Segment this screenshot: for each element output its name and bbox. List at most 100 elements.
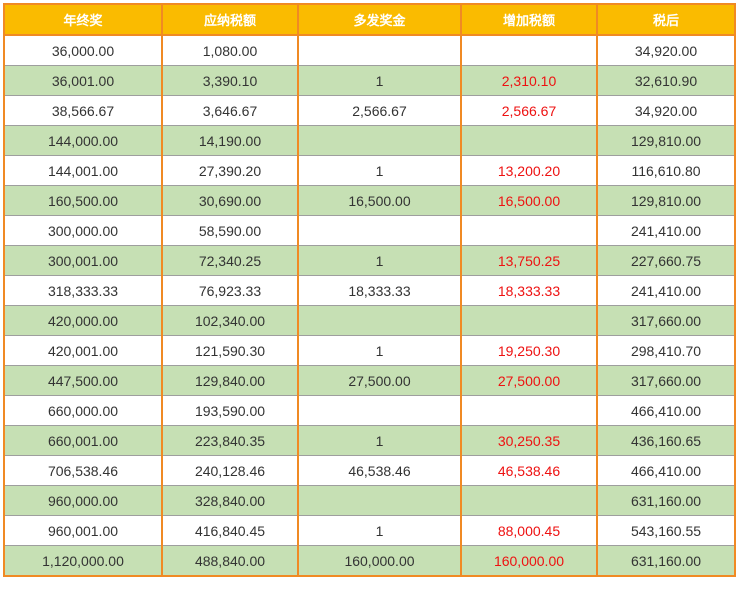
after-tax-cell: 241,410.00 bbox=[596, 275, 736, 306]
tax-payable-cell: 27,390.20 bbox=[161, 155, 299, 186]
extra-bonus-cell: 2,566.67 bbox=[297, 95, 462, 126]
extra-bonus-cell: 16,500.00 bbox=[297, 185, 462, 216]
after-tax-cell: 631,160.00 bbox=[596, 545, 736, 577]
header-tax-payable: 应纳税额 bbox=[161, 3, 299, 36]
tax-payable-cell: 30,690.00 bbox=[161, 185, 299, 216]
tax-payable-cell: 3,390.10 bbox=[161, 65, 299, 96]
tax-payable-cell: 14,190.00 bbox=[161, 125, 299, 156]
table-row: 38,566.67 3,646.67 2,566.67 2,566.67 34,920.… bbox=[3, 95, 736, 126]
tax-increase-cell: 19,250.30 bbox=[460, 335, 598, 366]
after-tax-cell: 116,610.80 bbox=[596, 155, 736, 186]
table-row: 36,000.00 1,080.00 34,920.00 bbox=[3, 34, 736, 66]
table-row: 300,000.00 58,590.00 241,410.00 bbox=[3, 215, 736, 246]
after-tax-cell: 129,810.00 bbox=[596, 185, 736, 216]
after-tax-cell: 129,810.00 bbox=[596, 125, 736, 156]
tax-increase-cell: 13,200.20 bbox=[460, 155, 598, 186]
extra-bonus-cell: 1 bbox=[297, 335, 462, 366]
extra-bonus-cell bbox=[297, 485, 462, 516]
annual-bonus-cell: 447,500.00 bbox=[3, 365, 163, 396]
tax-increase-cell bbox=[460, 125, 598, 156]
annual-bonus-cell: 38,566.67 bbox=[3, 95, 163, 126]
header-after-tax: 税后 bbox=[596, 3, 736, 36]
annual-bonus-cell: 144,001.00 bbox=[3, 155, 163, 186]
table-row: 706,538.46 240,128.46 46,538.46 46,538.46 46… bbox=[3, 455, 736, 486]
table-row: 660,001.00 223,840.35 1 30,250.35 436,160.65 bbox=[3, 425, 736, 456]
header-annual-bonus: 年终奖 bbox=[3, 3, 163, 36]
annual-bonus-cell: 660,001.00 bbox=[3, 425, 163, 456]
annual-bonus-cell: 300,000.00 bbox=[3, 215, 163, 246]
tax-increase-cell bbox=[460, 34, 598, 66]
tax-payable-cell: 102,340.00 bbox=[161, 305, 299, 336]
header-tax-increase: 增加税额 bbox=[460, 3, 598, 36]
annual-bonus-cell: 660,000.00 bbox=[3, 395, 163, 426]
after-tax-cell: 227,660.75 bbox=[596, 245, 736, 276]
table-row: 318,333.33 76,923.33 18,333.33 18,333.33 241… bbox=[3, 275, 736, 306]
tax-payable-cell: 121,590.30 bbox=[161, 335, 299, 366]
extra-bonus-cell bbox=[297, 395, 462, 426]
tax-payable-cell: 488,840.00 bbox=[161, 545, 299, 577]
tax-payable-cell: 58,590.00 bbox=[161, 215, 299, 246]
annual-bonus-cell: 960,001.00 bbox=[3, 515, 163, 546]
annual-bonus-cell: 36,001.00 bbox=[3, 65, 163, 96]
annual-bonus-cell: 1,120,000.00 bbox=[3, 545, 163, 577]
table-row: 144,001.00 27,390.20 1 13,200.20 116,610.80 bbox=[3, 155, 736, 186]
annual-bonus-cell: 160,500.00 bbox=[3, 185, 163, 216]
annual-bonus-cell: 144,000.00 bbox=[3, 125, 163, 156]
tax-increase-cell: 160,000.00 bbox=[460, 545, 598, 577]
tax-increase-cell: 2,566.67 bbox=[460, 95, 598, 126]
table-row: 660,000.00 193,590.00 466,410.00 bbox=[3, 395, 736, 426]
tax-increase-cell bbox=[460, 395, 598, 426]
extra-bonus-cell: 18,333.33 bbox=[297, 275, 462, 306]
after-tax-cell: 32,610.90 bbox=[596, 65, 736, 96]
tax-payable-cell: 72,340.25 bbox=[161, 245, 299, 276]
annual-bonus-cell: 960,000.00 bbox=[3, 485, 163, 516]
after-tax-cell: 466,410.00 bbox=[596, 455, 736, 486]
extra-bonus-cell: 27,500.00 bbox=[297, 365, 462, 396]
table-row: 447,500.00 129,840.00 27,500.00 27,500.00 31… bbox=[3, 365, 736, 396]
extra-bonus-cell bbox=[297, 34, 462, 66]
tax-increase-cell: 13,750.25 bbox=[460, 245, 598, 276]
tax-increase-cell bbox=[460, 485, 598, 516]
tax-payable-cell: 240,128.46 bbox=[161, 455, 299, 486]
tax-payable-cell: 223,840.35 bbox=[161, 425, 299, 456]
tax-payable-cell: 193,590.00 bbox=[161, 395, 299, 426]
annual-bonus-cell: 706,538.46 bbox=[3, 455, 163, 486]
after-tax-cell: 298,410.70 bbox=[596, 335, 736, 366]
tax-increase-cell: 27,500.00 bbox=[460, 365, 598, 396]
after-tax-cell: 436,160.65 bbox=[596, 425, 736, 456]
table-row: 144,000.00 14,190.00 129,810.00 bbox=[3, 125, 736, 156]
table-row: 36,001.00 3,390.10 1 2,310.10 32,610.90 bbox=[3, 65, 736, 96]
tax-payable-cell: 76,923.33 bbox=[161, 275, 299, 306]
annual-bonus-cell: 318,333.33 bbox=[3, 275, 163, 306]
after-tax-cell: 34,920.00 bbox=[596, 95, 736, 126]
after-tax-cell: 543,160.55 bbox=[596, 515, 736, 546]
extra-bonus-cell: 1 bbox=[297, 155, 462, 186]
tax-table-container: 年终奖 应纳税额 多发奖金 增加税额 税后 36,000.00 1,080.00 3… bbox=[3, 3, 736, 577]
tax-increase-cell bbox=[460, 215, 598, 246]
extra-bonus-cell: 1 bbox=[297, 425, 462, 456]
table-row: 300,001.00 72,340.25 1 13,750.25 227,660.75 bbox=[3, 245, 736, 276]
tax-increase-cell: 88,000.45 bbox=[460, 515, 598, 546]
after-tax-cell: 317,660.00 bbox=[596, 365, 736, 396]
table-row: 1,120,000.00 488,840.00 160,000.00 160,000.… bbox=[3, 545, 736, 577]
header-extra-bonus: 多发奖金 bbox=[297, 3, 462, 36]
after-tax-cell: 241,410.00 bbox=[596, 215, 736, 246]
after-tax-cell: 34,920.00 bbox=[596, 34, 736, 66]
extra-bonus-cell: 160,000.00 bbox=[297, 545, 462, 577]
tax-payable-cell: 328,840.00 bbox=[161, 485, 299, 516]
tax-payable-cell: 129,840.00 bbox=[161, 365, 299, 396]
extra-bonus-cell: 1 bbox=[297, 245, 462, 276]
after-tax-cell: 317,660.00 bbox=[596, 305, 736, 336]
tax-increase-cell: 18,333.33 bbox=[460, 275, 598, 306]
extra-bonus-cell: 46,538.46 bbox=[297, 455, 462, 486]
extra-bonus-cell bbox=[297, 305, 462, 336]
tax-payable-cell: 416,840.45 bbox=[161, 515, 299, 546]
extra-bonus-cell: 1 bbox=[297, 65, 462, 96]
tax-payable-cell: 3,646.67 bbox=[161, 95, 299, 126]
table-row: 160,500.00 30,690.00 16,500.00 16,500.00 129… bbox=[3, 185, 736, 216]
annual-bonus-cell: 420,001.00 bbox=[3, 335, 163, 366]
after-tax-cell: 466,410.00 bbox=[596, 395, 736, 426]
tax-increase-cell: 16,500.00 bbox=[460, 185, 598, 216]
extra-bonus-cell bbox=[297, 125, 462, 156]
tax-increase-cell: 30,250.35 bbox=[460, 425, 598, 456]
